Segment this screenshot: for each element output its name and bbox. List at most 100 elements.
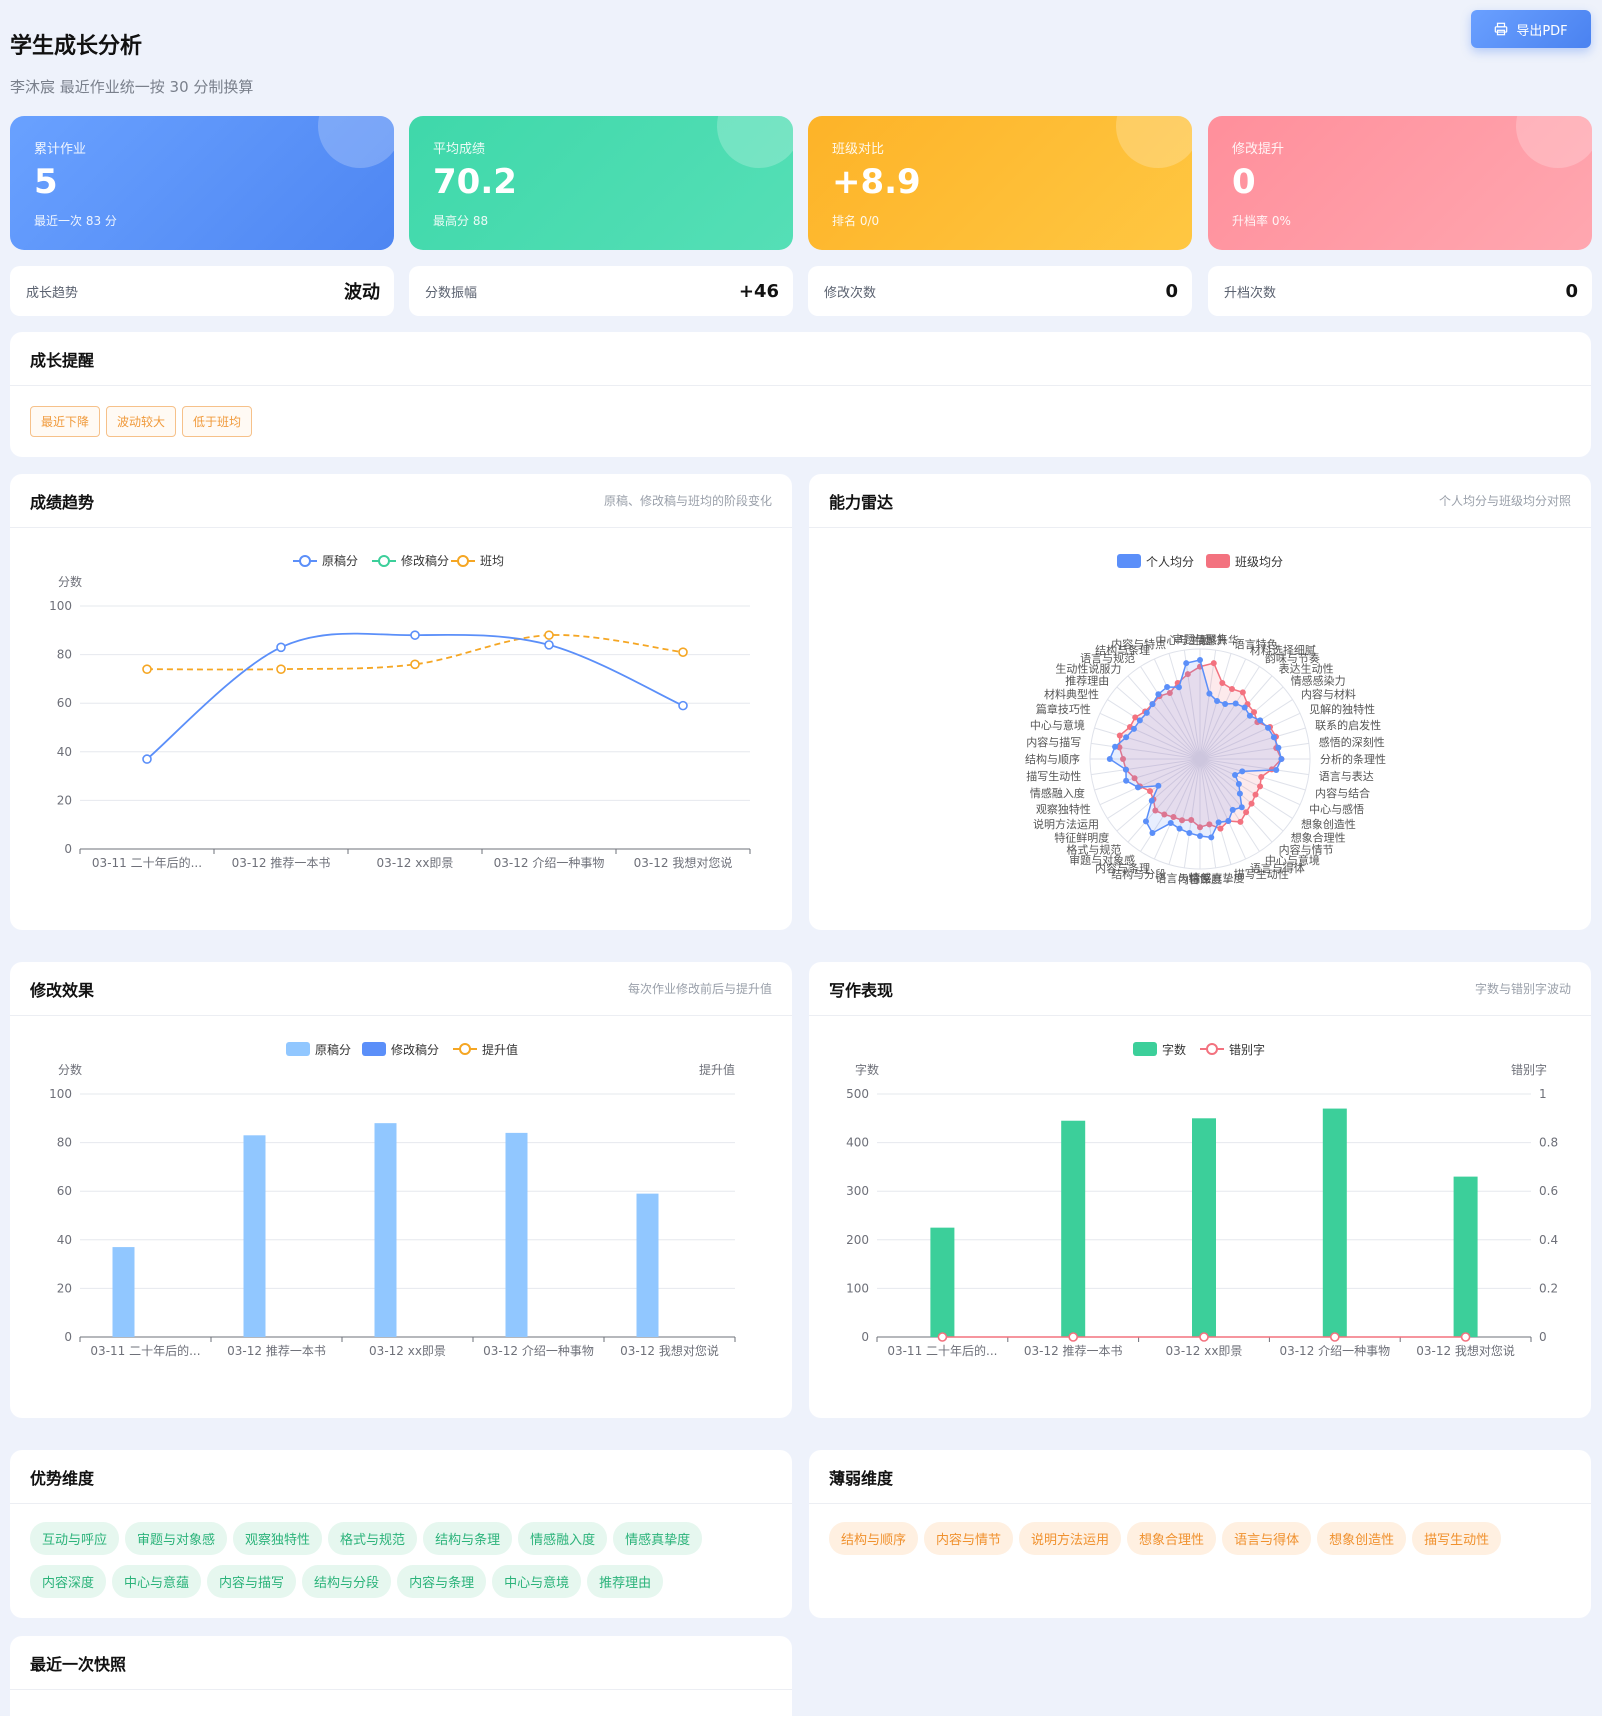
x-tick-label: 03-12 介绍一种事物 bbox=[483, 1344, 594, 1358]
radar-axis bbox=[1199, 675, 1273, 760]
mini-value: 波动 bbox=[344, 282, 380, 303]
stat-label: 班级对比 bbox=[832, 142, 885, 157]
x-tick-label: 03-12 xx即景 bbox=[377, 856, 454, 870]
mini-label: 升档次数 bbox=[1224, 285, 1277, 301]
class-average-point bbox=[1132, 714, 1139, 721]
personal-average-point bbox=[1134, 784, 1141, 791]
writing-performance-card: 写作表现 字数与错别字波动 0 100 200 300 400 500 字数 03-11 二十年… bbox=[809, 962, 1591, 1418]
personal-average-point bbox=[1164, 683, 1171, 690]
radar-axis bbox=[1199, 758, 1217, 868]
radar-axis bbox=[1199, 712, 1301, 760]
strength-pill: 中心与意蕴 bbox=[112, 1565, 202, 1598]
class-average-point bbox=[1252, 791, 1259, 798]
class-average-point bbox=[1243, 809, 1250, 816]
radar-indicator-label: 生动性说服力 bbox=[1055, 661, 1121, 675]
stat-sub: 最近一次 83 分 bbox=[34, 214, 117, 228]
personal-average-point bbox=[1208, 834, 1215, 841]
strength-pill: 情感真挚度 bbox=[613, 1522, 703, 1555]
class-average-line bbox=[146, 634, 684, 671]
personal-average-point bbox=[1130, 725, 1137, 732]
stat-label: 修改提升 bbox=[1232, 142, 1285, 157]
radar-indicator-label: 内容与描写 bbox=[1026, 735, 1081, 749]
radar-axis bbox=[1199, 699, 1293, 760]
decor-circle bbox=[318, 116, 394, 168]
card-title: 写作表现 bbox=[829, 980, 894, 1000]
class-average-point bbox=[1188, 816, 1195, 823]
radar-axis bbox=[1199, 758, 1301, 806]
radar-indicator-label: 内容与情节 bbox=[1279, 843, 1334, 857]
personal-average-point bbox=[1155, 691, 1162, 698]
radar-indicator-label: 材料选择细腻 bbox=[1250, 643, 1316, 657]
typo-point bbox=[1068, 1332, 1079, 1342]
class-average-point bbox=[276, 664, 286, 674]
y-axis-title: 分数 bbox=[58, 574, 82, 589]
personal-average-point bbox=[1183, 660, 1190, 667]
radar-axis bbox=[1094, 727, 1201, 760]
legend-swatch bbox=[1117, 554, 1141, 568]
card-title: 优势维度 bbox=[30, 1468, 95, 1488]
weakness-pill: 语言与得体 bbox=[1222, 1522, 1312, 1555]
original-score-bar bbox=[636, 1193, 659, 1337]
radar-axis bbox=[1199, 758, 1232, 865]
printer-icon bbox=[1495, 22, 1508, 36]
personal-average-point bbox=[1236, 790, 1243, 797]
y-tick-label: 60 bbox=[57, 1184, 72, 1198]
personal-average-point bbox=[1123, 734, 1130, 741]
radar-axis bbox=[1127, 675, 1201, 760]
x-tick-label: 03-12 推荐一本书 bbox=[232, 856, 331, 870]
weakness-pill: 想象合理性 bbox=[1127, 1522, 1217, 1555]
personal-average-point bbox=[1175, 684, 1182, 691]
strength-pill: 内容与描写 bbox=[207, 1565, 297, 1598]
strength-pill: 结构与条理 bbox=[423, 1522, 513, 1555]
stat-value: 5 bbox=[34, 162, 58, 202]
radar-axis bbox=[1094, 758, 1201, 791]
writing-performance-chart: 0 100 200 300 400 500 字数 03-11 二十年后的... 03-12 推荐… bbox=[846, 1042, 1558, 1358]
y-axis-title: 分数 bbox=[58, 1062, 82, 1077]
radar-axis bbox=[1199, 758, 1273, 843]
original-score-point bbox=[410, 630, 420, 640]
personal-average-point bbox=[1155, 782, 1162, 789]
class-average-point bbox=[410, 659, 420, 670]
strength-pill: 格式与规范 bbox=[328, 1522, 418, 1555]
radar-indicator-label: 格式与规范 bbox=[1066, 843, 1121, 857]
radar-indicator-label: 情感感染力 bbox=[1291, 673, 1346, 687]
personal-average-point bbox=[1241, 704, 1248, 711]
card-hint: 原稿、修改稿与班均的阶段变化 bbox=[603, 494, 772, 508]
decor-circle bbox=[1516, 116, 1592, 168]
y-tick-label: 20 bbox=[57, 793, 72, 807]
legend-label: 提升值 bbox=[482, 1042, 518, 1057]
word-count-bar bbox=[930, 1227, 955, 1337]
page-title: 学生成长分析 bbox=[10, 34, 143, 59]
y2-tick-label: 0.2 bbox=[1539, 1281, 1558, 1295]
personal-average-point bbox=[1123, 777, 1130, 784]
radar-axis bbox=[1127, 758, 1201, 843]
y2-axis-title: 错别字 bbox=[1511, 1062, 1547, 1077]
radar-indicator-label: 内容深度 bbox=[1178, 872, 1222, 886]
personal-average-point bbox=[1278, 756, 1285, 762]
original-score-point bbox=[544, 640, 554, 650]
legend-label: 修改稿分 bbox=[391, 1042, 439, 1057]
y-tick-label: 80 bbox=[57, 1136, 72, 1150]
legend-label: 原稿分 bbox=[315, 1042, 351, 1057]
legend-label: 原稿分 bbox=[322, 553, 358, 568]
x-tick-label: 03-12 xx即景 bbox=[1166, 1344, 1243, 1358]
export-pdf-button[interactable]: 导出PDF bbox=[1471, 10, 1591, 48]
class-average-point bbox=[1257, 783, 1264, 790]
word-count-bar bbox=[1322, 1108, 1347, 1337]
original-score-bar bbox=[505, 1132, 528, 1337]
legend-swatch bbox=[1206, 554, 1230, 568]
personal-average-point bbox=[1197, 657, 1203, 663]
typo-point bbox=[937, 1332, 948, 1342]
radar-indicator-label: 内容与结合 bbox=[1315, 786, 1370, 800]
radar-indicator-label: 结构与条理 bbox=[1095, 643, 1150, 657]
y2-tick-label: 0.4 bbox=[1539, 1233, 1558, 1247]
class-average-point bbox=[1237, 818, 1244, 825]
class-average-point bbox=[678, 647, 688, 657]
mini-label: 分数振幅 bbox=[425, 285, 478, 301]
personal-average-point bbox=[1238, 804, 1245, 811]
y-tick-label: 0 bbox=[64, 1330, 72, 1344]
y-tick-label: 0 bbox=[861, 1330, 869, 1344]
class-average-point bbox=[1258, 773, 1265, 780]
radar-axis bbox=[1199, 758, 1306, 791]
card-title: 成绩趋势 bbox=[30, 492, 95, 512]
